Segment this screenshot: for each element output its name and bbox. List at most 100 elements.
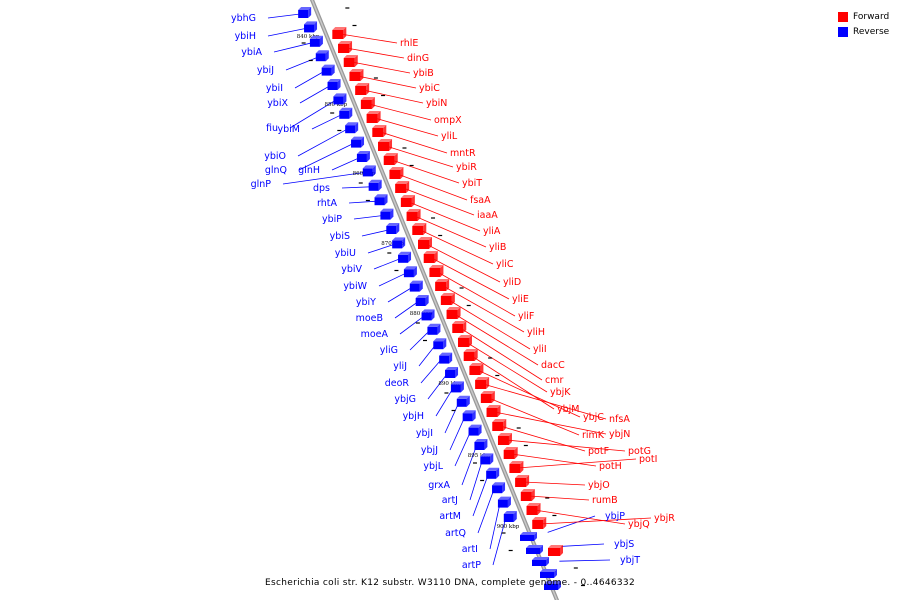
- forward-gene-label[interactable]: yliH: [527, 327, 545, 338]
- reverse-gene-label[interactable]: ybiV: [341, 264, 362, 275]
- reverse-gene-connector: [341, 186, 371, 189]
- reverse-gene-label[interactable]: ybjS: [614, 539, 634, 550]
- reverse-gene-label[interactable]: ybiM: [278, 124, 301, 135]
- reverse-gene-label[interactable]: artJ: [442, 495, 458, 506]
- forward-gene-label[interactable]: dinG: [407, 53, 429, 64]
- forward-gene-label[interactable]: mntR: [450, 148, 476, 159]
- forward-gene-label[interactable]: yliE: [512, 294, 529, 305]
- forward-gene-block: [412, 223, 427, 235]
- legend-label-reverse: Reverse: [853, 26, 890, 37]
- reverse-gene-label[interactable]: glnH: [298, 165, 320, 176]
- forward-gene-block: [349, 69, 364, 81]
- reverse-gene-label[interactable]: artI: [462, 544, 478, 555]
- reverse-gene-label[interactable]: ybjG: [394, 394, 416, 405]
- forward-gene-label[interactable]: rimK: [582, 430, 605, 441]
- reverse-gene-label[interactable]: ybiO: [264, 151, 286, 162]
- forward-gene-label[interactable]: potF: [588, 446, 609, 457]
- reverse-gene-label[interactable]: moeB: [356, 313, 383, 324]
- reverse-gene-label[interactable]: fiu: [266, 123, 278, 134]
- forward-gene-label[interactable]: yliL: [441, 131, 458, 142]
- reverse-gene-label[interactable]: ybiU: [335, 248, 356, 259]
- forward-gene-label[interactable]: cmr: [545, 375, 563, 386]
- forward-gene-label[interactable]: yliD: [503, 277, 521, 288]
- reverse-gene-block: [374, 194, 388, 206]
- reverse-gene-block: [386, 223, 400, 234]
- forward-gene-connector: [397, 173, 468, 201]
- forward-gene-label[interactable]: ybjC: [583, 412, 604, 423]
- reverse-gene-label[interactable]: ybjL: [423, 461, 443, 472]
- reverse-gene-label[interactable]: ybhG: [231, 13, 256, 24]
- legend-label-forward: Forward: [853, 11, 890, 22]
- forward-gene-label[interactable]: yliB: [489, 242, 506, 253]
- reverse-gene-block: [427, 323, 441, 335]
- reverse-gene-label[interactable]: ybiX: [267, 98, 288, 109]
- reverse-gene-label[interactable]: moeA: [361, 329, 389, 340]
- reverse-gene-label[interactable]: yliG: [380, 345, 398, 356]
- forward-gene-block: [497, 433, 512, 445]
- forward-gene-label[interactable]: ybiT: [462, 178, 482, 189]
- reverse-gene-label[interactable]: glnP: [251, 179, 272, 190]
- reverse-gene-label[interactable]: dps: [313, 183, 330, 194]
- reverse-gene-connector: [267, 28, 307, 37]
- reverse-gene-label[interactable]: deoR: [385, 378, 410, 389]
- forward-gene-block: [492, 419, 507, 431]
- reverse-gene-label[interactable]: artP: [462, 560, 481, 571]
- forward-gene-label[interactable]: ompX: [434, 115, 462, 126]
- forward-gene-block: [360, 97, 375, 109]
- reverse-gene-connector: [492, 517, 507, 566]
- reverse-gene-connector: [378, 272, 407, 287]
- forward-gene-label[interactable]: yliC: [496, 259, 514, 270]
- reverse-gene-label[interactable]: artQ: [445, 528, 466, 539]
- reverse-gene-label[interactable]: grxA: [428, 480, 450, 491]
- reverse-gene-connector: [353, 215, 383, 220]
- forward-gene-label[interactable]: rumB: [592, 495, 618, 506]
- forward-gene-label[interactable]: yliI: [533, 344, 547, 355]
- reverse-gene-label[interactable]: ybiY: [356, 297, 376, 308]
- forward-gene-label[interactable]: yliA: [483, 226, 501, 237]
- reverse-gene-label[interactable]: ybiW: [343, 281, 367, 292]
- reverse-gene-label[interactable]: glnQ: [265, 165, 287, 176]
- reverse-gene-label[interactable]: ybjJ: [421, 445, 438, 456]
- forward-gene-label[interactable]: dacC: [541, 360, 565, 371]
- forward-gene-label[interactable]: ybjR: [654, 513, 675, 524]
- reverse-gene-connector: [418, 344, 436, 367]
- reverse-gene-label[interactable]: yliJ: [393, 361, 407, 372]
- reverse-gene-label[interactable]: ybjH: [403, 411, 424, 422]
- reverse-gene-label[interactable]: ybiH: [235, 31, 256, 42]
- forward-gene-label[interactable]: rhlE: [400, 38, 418, 49]
- reverse-gene-block: [497, 496, 511, 508]
- reverse-gene-block: [339, 107, 353, 119]
- reverse-gene-label[interactable]: ybiS: [330, 231, 350, 242]
- forward-gene-label[interactable]: ybjO: [588, 480, 610, 491]
- forward-gene-label[interactable]: ybiN: [426, 98, 447, 109]
- reverse-gene-label[interactable]: artM: [439, 511, 461, 522]
- reverse-gene-label[interactable]: ybiJ: [257, 65, 274, 76]
- reverse-gene-label[interactable]: ybjT: [620, 555, 640, 566]
- forward-gene-label[interactable]: ybiC: [419, 83, 440, 94]
- forward-gene-label[interactable]: ybiB: [413, 68, 434, 79]
- forward-gene-label[interactable]: potI: [639, 454, 657, 465]
- forward-gene-label[interactable]: yliF: [518, 311, 534, 322]
- reverse-gene-label[interactable]: rhtA: [317, 198, 337, 209]
- forward-gene-connector: [391, 159, 460, 184]
- forward-gene-label[interactable]: ybiR: [456, 162, 477, 173]
- forward-gene-label[interactable]: potH: [599, 461, 622, 472]
- forward-gene-label[interactable]: ybjM: [557, 404, 580, 415]
- forward-gene-label[interactable]: iaaA: [477, 210, 498, 221]
- forward-gene-label[interactable]: ybjQ: [628, 519, 650, 530]
- forward-gene-connector: [505, 439, 626, 452]
- forward-gene-label[interactable]: ybjN: [609, 429, 630, 440]
- reverse-gene-label[interactable]: ybiP: [322, 214, 342, 225]
- forward-gene-label[interactable]: potG: [628, 446, 651, 457]
- forward-gene-label[interactable]: nfsA: [609, 414, 630, 425]
- reverse-gene-label[interactable]: ybjI: [416, 428, 433, 439]
- reverse-swatch: [838, 26, 848, 37]
- forward-gene-label[interactable]: ybjK: [550, 387, 571, 398]
- reverse-gene-block: [304, 21, 318, 33]
- reverse-gene-label[interactable]: ybiI: [266, 83, 283, 94]
- forward-gene-label[interactable]: fsaA: [470, 195, 491, 206]
- reverse-gene-label[interactable]: ybjP: [605, 511, 625, 522]
- reverse-gene-label[interactable]: ybiA: [241, 47, 262, 58]
- reverse-gene-block: [492, 482, 506, 494]
- reverse-gene-block: [415, 295, 429, 306]
